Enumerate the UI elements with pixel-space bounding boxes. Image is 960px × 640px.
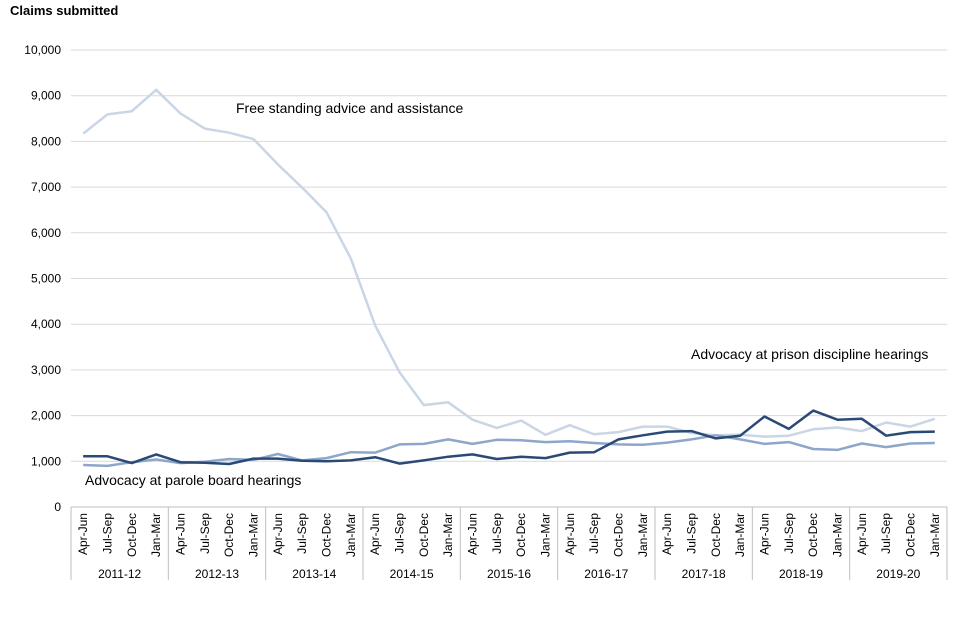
x-tick-label: Apr-Jun	[76, 513, 90, 555]
series-line-parole-board	[83, 409, 935, 466]
x-group-label: 2015-16	[487, 567, 531, 581]
x-tick-label: Oct-Dec	[709, 513, 723, 557]
y-tick-label: 6,000	[31, 226, 61, 240]
x-axis: Apr-Jun Jul-Sep Oct-Dec Jan-Mar Apr-Jun Jul-S…	[70, 506, 948, 581]
x-tick-label: Oct-Dec	[320, 513, 334, 557]
series-lines	[82, 88, 936, 468]
y-tick-label: 7,000	[31, 180, 61, 194]
x-tick-label: Jul-Sep	[295, 513, 309, 554]
annotation-prison-discipline: Advocacy at prison discipline hearings	[691, 346, 928, 362]
x-tick-label: Jan-Mar	[149, 513, 163, 557]
x-tick-label: Apr-Jun	[855, 513, 869, 555]
x-tick-label: Apr-Jun	[660, 513, 674, 555]
x-tick-label: Jul-Sep	[101, 513, 115, 554]
x-tick-label: Oct-Dec	[904, 513, 918, 557]
x-tick-label: Jul-Sep	[198, 513, 212, 554]
x-group-label: 2012-13	[195, 567, 239, 581]
x-tick-label: Oct-Dec	[612, 513, 626, 557]
y-tick-label: 4,000	[31, 317, 61, 331]
x-group-label: 2014-15	[390, 567, 434, 581]
series-line-free-standing-advice	[82, 88, 936, 438]
x-group-label: 2016-17	[584, 567, 628, 581]
x-tick-label: Oct-Dec	[417, 513, 431, 557]
x-tick-label: Oct-Dec	[222, 513, 236, 557]
x-tick-label: Apr-Jun	[758, 513, 772, 555]
x-tick-label: Jul-Sep	[587, 513, 601, 554]
x-tick-label: Apr-Jun	[271, 513, 285, 555]
x-tick-label: Jan-Mar	[636, 513, 650, 557]
y-axis-ticks: 0 1,000 2,000 3,000 4,000 5,000 6,000 7,000 8,00…	[24, 43, 61, 514]
x-tick-label: Apr-Jun	[368, 513, 382, 555]
y-tick-label: 0	[54, 500, 61, 514]
y-tick-label: 3,000	[31, 363, 61, 377]
gridlines	[71, 49, 947, 462]
x-group-label: 2013-14	[292, 567, 336, 581]
x-tick-label: Jan-Mar	[344, 513, 358, 557]
x-group-label: 2019-20	[876, 567, 920, 581]
x-tick-label: Apr-Jun	[174, 513, 188, 555]
y-tick-label: 8,000	[31, 134, 61, 148]
x-tick-label: Jul-Sep	[393, 513, 407, 554]
x-tick-label: Jul-Sep	[490, 513, 504, 554]
x-tick-label: Apr-Jun	[466, 513, 480, 555]
x-group-label: 2017-18	[682, 567, 726, 581]
y-tick-label: 9,000	[31, 89, 61, 103]
y-tick-label: 1,000	[31, 454, 61, 468]
y-tick-label: 2,000	[31, 409, 61, 423]
y-tick-label: 5,000	[31, 272, 61, 286]
x-group-label: 2018-19	[779, 567, 823, 581]
x-group-label: 2011-12	[98, 567, 141, 581]
x-tick-label: Jul-Sep	[685, 513, 699, 554]
x-tick-label: Jan-Mar	[831, 513, 845, 557]
x-tick-label: Oct-Dec	[514, 513, 528, 557]
x-tick-label: Apr-Jun	[563, 513, 577, 555]
x-tick-label: Jan-Mar	[441, 513, 455, 557]
series-line-prison-discipline	[83, 434, 935, 468]
annotation-free-standing-advice: Free standing advice and assistance	[236, 100, 463, 116]
x-tick-label: Oct-Dec	[806, 513, 820, 557]
y-tick-label: 10,000	[24, 43, 61, 57]
y-axis-title: Claims submitted	[10, 3, 118, 18]
annotation-parole-board: Advocacy at parole board hearings	[85, 472, 301, 488]
x-tick-label: Jul-Sep	[879, 513, 893, 554]
x-tick-label: Jan-Mar	[928, 513, 942, 557]
x-tick-label: Jul-Sep	[782, 513, 796, 554]
x-tick-label: Jan-Mar	[539, 513, 553, 557]
x-tick-label: Oct-Dec	[125, 513, 139, 557]
x-tick-label: Jan-Mar	[733, 513, 747, 557]
x-tick-label: Jan-Mar	[247, 513, 261, 557]
